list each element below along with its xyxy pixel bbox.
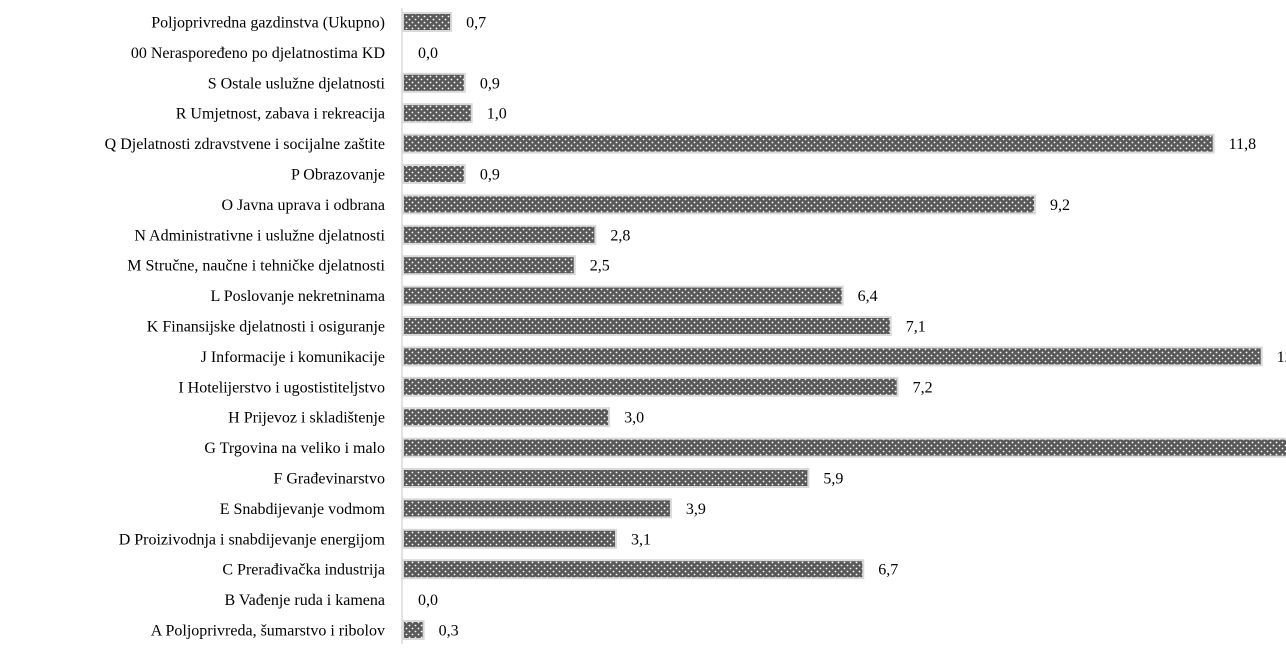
- value-label: 7,2: [913, 379, 933, 396]
- category-label: F Građevinarstvo: [273, 471, 385, 488]
- bar: [402, 72, 466, 93]
- bar: [402, 12, 453, 32]
- bar: [402, 164, 466, 184]
- category-label: K Finansijske djelatnosti i osiguranje: [147, 319, 385, 336]
- category-label: J Informacije i komunikacije: [201, 349, 385, 366]
- category-label: S Ostale uslužne djelatnosti: [208, 75, 386, 92]
- value-label: 0,9: [480, 167, 500, 184]
- bar: [402, 133, 1215, 154]
- bar: [402, 498, 672, 519]
- category-label: H Prijevoz i skladištenje: [228, 410, 385, 427]
- category-label: E Snabdijevanje vodmom: [220, 501, 386, 518]
- value-label: 0,0: [418, 45, 438, 62]
- category-label: B Vađenje ruda i kamena: [224, 592, 385, 609]
- category-label: A Poljoprivreda, šumarstvo i ribolov: [151, 623, 385, 640]
- category-label: 00 Neraspoređeno po djelatnostima KD: [131, 45, 385, 62]
- value-label: 3,0: [624, 410, 644, 427]
- category-label: N Administrativne i uslužne djelatnosti: [134, 227, 385, 244]
- bar: [402, 528, 617, 549]
- category-label: Q Djelatnosti zdravstvene i socijalne za…: [105, 136, 385, 153]
- bars-group: [402, 12, 1286, 640]
- category-labels: Poljoprivredna gazdinstva (Ukupno) 00 Ner…: [105, 15, 386, 640]
- category-label: C Prerađivačka industrija: [222, 562, 385, 579]
- value-label: 6,4: [858, 288, 878, 305]
- value-label: 12,5: [1277, 349, 1286, 366]
- value-label: 0,0: [418, 592, 438, 609]
- bar: [402, 407, 611, 428]
- category-label: Poljoprivredna gazdinstva (Ukupno): [151, 15, 385, 32]
- value-labels: 0,7 0,0 0,9 1,0 11,8 0,9 9,2 2,82,5 6,4 7,1 12,5 7,…: [418, 15, 1286, 640]
- category-label: L Poslovanje nekretninama: [211, 288, 385, 305]
- category-label: I Hotelijerstvo i ugostistiteljstvo: [178, 379, 385, 396]
- value-label: 9,2: [1050, 197, 1070, 214]
- value-label: 2,8: [610, 227, 630, 244]
- value-label: 2,5: [590, 258, 610, 275]
- value-label: 0,7: [466, 15, 486, 32]
- value-label: 3,1: [631, 531, 651, 548]
- bar: [402, 468, 810, 488]
- category-label: O Javna uprava i odbrana: [222, 197, 386, 214]
- category-label: G Trgovina na veliko i malo: [204, 440, 385, 457]
- value-label: 6,7: [878, 562, 898, 579]
- bar: [402, 346, 1263, 367]
- value-label: 5,9: [823, 471, 843, 488]
- category-label: D Proizivodnja i snabdijevanje energijom: [119, 531, 386, 548]
- bar: [402, 437, 1286, 458]
- bar: [402, 194, 1037, 215]
- value-label: 7,1: [906, 319, 926, 336]
- value-label: 0,9: [480, 75, 500, 92]
- bar: [402, 376, 899, 397]
- category-label: R Umjetnost, zabava i rekreacija: [176, 106, 385, 123]
- value-label: 3,9: [686, 501, 706, 518]
- value-label: 1,0: [487, 106, 507, 123]
- bar: [402, 255, 576, 276]
- bar: [402, 285, 844, 306]
- bar: [402, 559, 865, 580]
- bar: [402, 224, 597, 245]
- category-label: M Stručne, naučne i tehničke djelatnosti: [127, 258, 385, 275]
- value-label: 11,8: [1229, 136, 1256, 153]
- bar: [402, 316, 892, 336]
- bar: [402, 103, 473, 124]
- bar: [402, 620, 425, 640]
- category-label: P Obrazovanje: [291, 167, 385, 184]
- value-label: 0,3: [439, 623, 459, 640]
